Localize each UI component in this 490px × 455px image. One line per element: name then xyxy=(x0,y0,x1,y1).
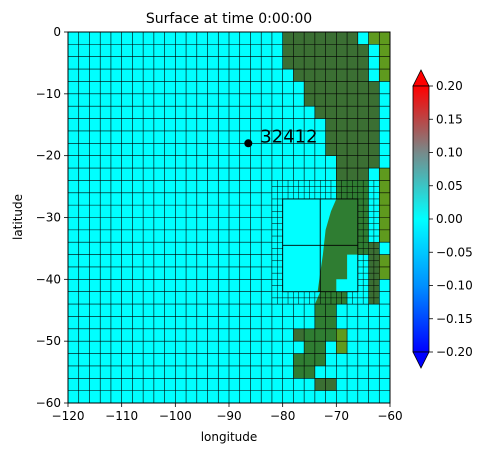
colorbar-tick-label: −0.15 xyxy=(436,312,473,326)
colorbar-tick-label: 0.10 xyxy=(436,146,463,160)
y-tick-label: −20 xyxy=(36,149,61,163)
x-tick-label: −70 xyxy=(324,409,349,423)
x-tick-label: −90 xyxy=(216,409,241,423)
fine-patch-border xyxy=(282,198,359,293)
colorbar-extend-top xyxy=(412,69,430,87)
colorbar-ticks: 0.20 0.15 0.10 0.05 0.00 −0.05 −0.10 −0.15 −0.20 xyxy=(429,79,473,359)
y-tick-label: 0 xyxy=(53,25,61,39)
y-axis-ticks: 0 −10 −20 −30 −40 −50 −60 xyxy=(36,25,68,410)
colorbar-tick-label: −0.10 xyxy=(436,279,473,293)
x-axis-ticks: −120 −110 −100 −90 −80 −70 −60 xyxy=(52,403,403,423)
colorbar-tick-label: 0.15 xyxy=(436,112,463,126)
y-tick-label: −60 xyxy=(36,396,61,410)
x-tick-label: −100 xyxy=(159,409,192,423)
colorbar-tick-label: 0.20 xyxy=(436,79,463,93)
gauge-point xyxy=(244,139,253,148)
x-tick-label: −80 xyxy=(270,409,295,423)
gauge-label: 32412 xyxy=(260,126,317,147)
y-tick-label: −10 xyxy=(36,87,61,101)
colorbar-gradient xyxy=(412,85,430,353)
plot-area xyxy=(67,31,391,404)
colorbar-tick-label: −0.20 xyxy=(436,345,473,359)
colorbar-tick-label: −0.05 xyxy=(436,245,473,259)
x-tick-label: −110 xyxy=(105,409,138,423)
x-axis-label: longitude xyxy=(201,430,258,444)
colorbar-tick-label: 0.05 xyxy=(436,179,463,193)
colorbar: 0.20 0.15 0.10 0.05 0.00 −0.05 −0.10 −0.15 −0.20 xyxy=(412,69,473,369)
colorbar-extend-bottom xyxy=(412,351,430,369)
fine-grid xyxy=(282,198,358,292)
gauge-marker: 32412 xyxy=(244,126,318,148)
land-islet xyxy=(293,328,305,342)
y-tick-label: −40 xyxy=(36,272,61,286)
y-axis-label: latitude xyxy=(11,194,25,240)
y-tick-label: −30 xyxy=(36,211,61,225)
colorbar-tick-label: 0.00 xyxy=(436,212,463,226)
x-tick-label: −60 xyxy=(377,409,402,423)
grid-lines xyxy=(68,32,390,403)
x-tick-label: −120 xyxy=(52,409,85,423)
y-tick-label: −50 xyxy=(36,334,61,348)
chart-title: Surface at time 0:00:00 xyxy=(146,11,312,27)
